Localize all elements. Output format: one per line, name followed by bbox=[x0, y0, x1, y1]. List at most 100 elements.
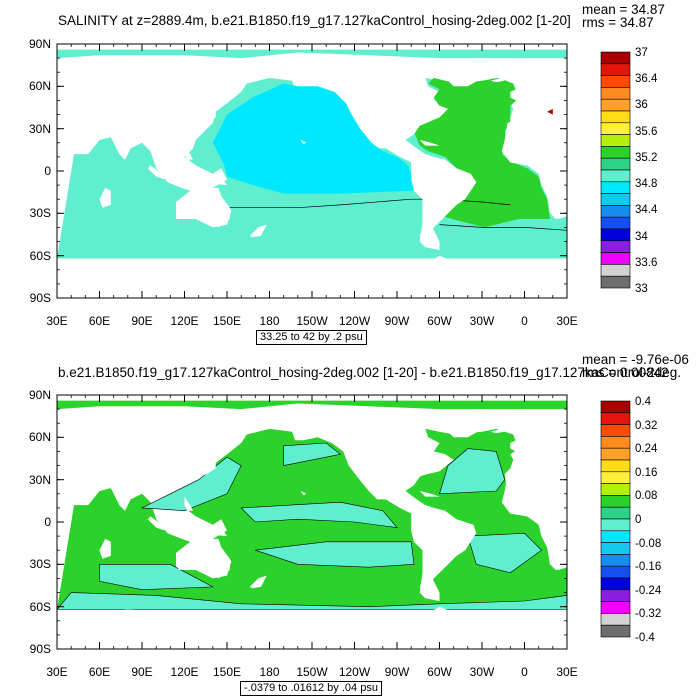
panel2-lon-label: 0 bbox=[521, 665, 528, 679]
panel2-mean: mean = -9.76e-06 bbox=[582, 352, 689, 367]
colorbar-swatch bbox=[600, 228, 631, 242]
panel2-map bbox=[56, 394, 568, 650]
panel2-land-newguinea bbox=[201, 524, 227, 537]
panel1-lat-label: 60S bbox=[29, 248, 51, 263]
panel1-lat-label: 30S bbox=[29, 206, 51, 221]
panel1-map bbox=[56, 43, 568, 299]
colorbar-swatch bbox=[600, 157, 631, 171]
colorbar-swatch bbox=[600, 51, 631, 65]
panel1-lon-label: 120W bbox=[338, 314, 371, 328]
panel1-land-africa bbox=[501, 120, 567, 219]
colorbar-swatch bbox=[600, 63, 631, 76]
colorbar-swatch bbox=[600, 589, 631, 602]
colorbar-swatch bbox=[600, 252, 631, 265]
panel2-land-newzealand bbox=[249, 575, 267, 589]
panel2-colorbar-label: -0.08 bbox=[635, 537, 662, 550]
panel2-land-s-america bbox=[411, 505, 477, 599]
panel1-colorbar-label: 33.6 bbox=[635, 256, 658, 269]
panel1-colorbar-label: 34.8 bbox=[635, 178, 658, 191]
panel2-lon-label: 30W bbox=[469, 665, 495, 679]
panel2-land-africa bbox=[501, 471, 567, 570]
panel1-mean: mean = 34.87 bbox=[582, 2, 665, 17]
panel1-lon-label: 90W bbox=[384, 314, 410, 328]
panel1-lon-label: 150E bbox=[212, 314, 242, 328]
colorbar-swatch bbox=[600, 205, 631, 218]
colorbar-swatch bbox=[600, 542, 631, 555]
panel2-rms: rms = 0.00842 bbox=[582, 365, 669, 380]
panel2-lon-label: 180 bbox=[259, 665, 280, 679]
panel2-lon-label: 30E bbox=[556, 665, 578, 679]
panel1-contour-line bbox=[184, 198, 511, 209]
panel2-aqua-region bbox=[283, 442, 341, 466]
panel1-land-australia bbox=[176, 187, 230, 228]
panel2-land-n-america_e bbox=[405, 454, 448, 491]
panel2-colorbar-label: -0.16 bbox=[635, 561, 662, 574]
colorbar-swatch bbox=[600, 624, 631, 638]
panel1-lat-label: 0 bbox=[44, 164, 51, 178]
colorbar-swatch bbox=[600, 400, 631, 414]
panel2-colorbar-label: -0.32 bbox=[635, 608, 662, 621]
panel1-land-hawaii bbox=[300, 140, 307, 145]
colorbar-swatch bbox=[600, 264, 631, 277]
panel1-land-greenland bbox=[439, 58, 497, 87]
panel1-arctic-ocean bbox=[57, 49, 567, 59]
panel1-atlantic-region bbox=[414, 77, 550, 228]
panel1-lat-label: 90N bbox=[28, 37, 51, 51]
panel1-lon-label: 30E bbox=[556, 314, 578, 328]
colorbar-swatch bbox=[600, 565, 631, 579]
colorbar-swatch bbox=[600, 181, 631, 194]
colorbar-swatch bbox=[600, 193, 631, 206]
panel1-pacific-region bbox=[212, 83, 414, 194]
panel1-land-iceland bbox=[490, 77, 505, 83]
panel2-lat-label: 90N bbox=[28, 388, 51, 402]
panel2-land-caribbean bbox=[419, 491, 440, 497]
colorbar-swatch bbox=[600, 530, 631, 543]
panel2-colorbar-label: 0.24 bbox=[635, 443, 658, 456]
panel2-lon-label: 60E bbox=[88, 665, 111, 679]
panel1-colorbar bbox=[600, 51, 631, 289]
panel1-colorbar-label: 35.2 bbox=[635, 151, 658, 164]
colorbar-swatch bbox=[600, 483, 631, 496]
panel1-lon-label: 60W bbox=[427, 314, 452, 328]
panel2-land-india bbox=[110, 488, 131, 511]
panel2-lon-label: 150E bbox=[212, 665, 242, 679]
colorbar-swatch bbox=[600, 412, 631, 425]
colorbar-swatch bbox=[600, 216, 631, 230]
colorbar-swatch bbox=[600, 87, 631, 100]
panel1-lat-label: 90S bbox=[29, 291, 51, 305]
panel2-lon-label: 120E bbox=[170, 665, 199, 679]
panel2-land-uk bbox=[510, 440, 522, 452]
colorbar-swatch bbox=[600, 75, 631, 88]
panel2-aqua-region bbox=[467, 532, 542, 574]
colorbar-swatch bbox=[600, 122, 631, 135]
panel2-lat-label: 30S bbox=[29, 557, 51, 572]
panel2-land-madagascar bbox=[99, 538, 111, 559]
panel2-lat-label: 90S bbox=[29, 642, 51, 656]
panel1-lon-label: 30W bbox=[469, 314, 495, 328]
panel1-land-c-america bbox=[377, 142, 414, 160]
colorbar-swatch bbox=[600, 134, 631, 147]
panel1-land-antarctica bbox=[57, 255, 567, 298]
colorbar-swatch bbox=[600, 577, 631, 591]
panel2-contour-info: -.0379 to .01612 by .04 psu bbox=[240, 681, 382, 696]
colorbar-swatch bbox=[600, 447, 631, 461]
panel1-lon-label: 0 bbox=[521, 314, 528, 328]
panel2-land-australia bbox=[176, 538, 230, 579]
panel1-colorbar-label: 34.4 bbox=[635, 204, 658, 217]
panel1-colorbar-label: 35.6 bbox=[635, 125, 658, 138]
colorbar-swatch bbox=[600, 436, 631, 449]
panel2-land-c-america bbox=[377, 493, 414, 511]
panel2-lat-label: 60N bbox=[28, 430, 51, 445]
panel2-lon-label: 150W bbox=[296, 665, 328, 679]
panel1-lon-label: 120E bbox=[170, 314, 199, 328]
panel1-contour-info: 33.25 to 42 by .2 psu bbox=[256, 330, 367, 345]
panel2-land-antarctica bbox=[57, 606, 567, 649]
panel2-land-borneo bbox=[167, 513, 185, 528]
colorbar-swatch bbox=[600, 110, 631, 124]
panel1-contour-line-south bbox=[439, 224, 568, 231]
colorbar-swatch bbox=[600, 601, 631, 614]
colorbar-swatch bbox=[600, 146, 631, 159]
panel1-land-borneo bbox=[167, 162, 185, 177]
colorbar-swatch bbox=[600, 613, 631, 626]
panel1-land-madagascar bbox=[99, 187, 111, 208]
